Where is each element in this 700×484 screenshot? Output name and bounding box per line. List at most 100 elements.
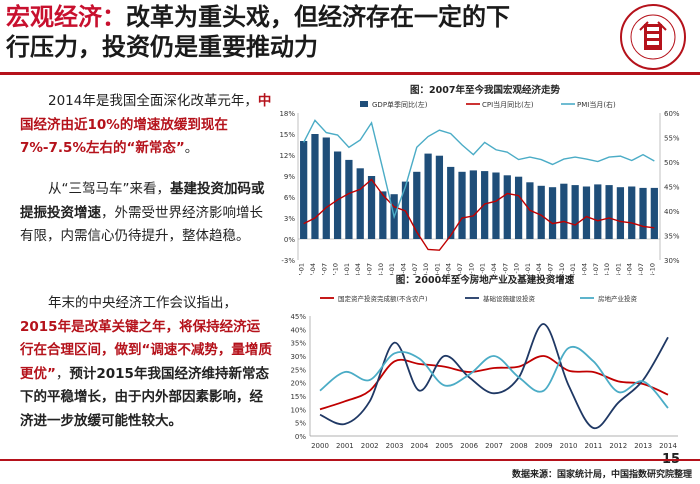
gdp-bar [481,171,489,239]
x-tick: 2006 [460,442,478,450]
y-left-tick: 18% [279,110,295,118]
x-tick: 14-01 [614,263,622,275]
gdp-bar [311,134,319,239]
x-tick: 2010 [560,442,578,450]
x-tick: 2009 [535,442,553,450]
x-tick: 2001 [336,442,354,450]
x-tick: 14-04 [626,263,634,275]
gdp-bar [379,191,387,239]
fixed-asset-line [319,355,669,411]
gdp-bar [605,185,613,239]
y-left-tick: 12% [279,152,295,160]
title-divider [0,72,700,75]
slide-title: 宏观经济：改革为重头戏，但经济存在一定的下 行压力，投资仍是重要推动力 [6,2,606,62]
x-tick: 11-01 [479,263,487,275]
macro-economy-chart: -3% 0% 3% 6% 9% 12% 15% 18% 30% 35% 40% 45% 50% 55% 60… [279,100,680,275]
y-tick: 40% [290,326,306,334]
x-tick: 12-04 [535,263,543,275]
y-right-tick: 50% [664,159,680,167]
x-tick: 2014 [659,442,677,450]
gdp-bar [628,186,636,239]
x-tick: 2011 [585,442,603,450]
y-left-tick: 6% [284,194,295,202]
x-tick: 2007 [485,442,503,450]
x-tick: 2013 [634,442,652,450]
x-tick: 2005 [435,442,453,450]
x-tick: 08-01 [343,263,351,275]
x-tick: 14-10 [648,263,656,275]
gdp-bar [594,184,602,239]
y-right-tick: 35% [664,233,680,241]
title-rest: 改革为重头戏，但经济存在一定的下 [126,3,510,31]
p1-highlight: 中国经济由近10%的增速放缓到现在7%-7.5%左右的“新常态” [20,93,272,156]
y-left-tick: 9% [284,173,295,181]
x-tick: 10-07 [456,263,464,275]
p3-text-c: ， [55,365,70,382]
y-right-tick: 45% [664,184,680,192]
p3-bold: 预计2015年我国经济维持新常态下的平稳增长，由于内外部因素影响，经济进一步放缓… [20,365,269,429]
gdp-bar [514,176,523,239]
gdp-bar [413,171,421,239]
x-tick: 08-04 [354,263,362,275]
x-tick: 13-04 [580,263,588,275]
legend-label: CPI当月同比(左) [482,100,534,109]
legend-label: 国定资产投资完成额(不含农户) [338,294,428,303]
p2-bold: 基建投资加码或提振投资增速 [20,181,265,221]
gdp-bar [447,166,455,239]
x-tick: 07-10 [332,263,340,275]
gdp-bar [582,186,591,239]
x-tick: 2003 [386,442,404,450]
gdp-bar [356,168,364,239]
legend-label: PMI当月(右) [577,100,616,109]
x-tick: 12-10 [558,263,566,275]
p2-text-c: ，外需受世界经济影响增长有限，内需信心仍待提升，整体趋稳。 [20,204,263,245]
legend-label: 基础设施建设投资 [483,294,536,303]
x-tick: 10-01 [433,263,441,275]
x-tick: 07-07 [320,263,328,275]
y-tick: 25% [290,366,306,374]
paragraph-3: 年末的中央经济工作会议指出， 2015年是改革关键之年，将保持经济运行在合理区间，… [20,292,272,433]
gdp-bar [650,187,658,239]
gdp-bar [469,170,477,239]
gdp-bar [424,153,432,239]
gdp-bar [571,185,579,239]
y-left-tick: 15% [279,131,295,139]
gdp-bar [367,176,376,239]
china-index-academy-logo [620,4,686,70]
x-tick: 2008 [510,442,528,450]
gdp-bar [548,187,557,239]
p2-text-a: 从“三驾马车”来看， [48,181,170,197]
p3-highlight: 2015年是改革关键之年，将保持经济运行在合理区间，做到“调速不减势，量增质更优… [20,318,272,382]
x-tick: 11-10 [513,263,521,275]
legend-label: GDP单季同比(左) [372,100,428,109]
y-right-tick: 55% [664,135,680,143]
chart1-title: 图：2007年至今我国宏观经济走势 [410,85,560,96]
legend-swatch [360,101,368,107]
y-tick: 0% [295,433,306,441]
x-tick: 12-07 [547,263,555,275]
real-estate-line [319,345,669,409]
y-right-tick: 40% [664,208,680,216]
y-tick: 10% [290,406,306,414]
gdp-bar [322,137,330,239]
x-tick: 09-01 [388,263,396,275]
title-prefix: 宏观经济： [6,3,126,31]
x-tick: 2002 [361,442,379,450]
x-tick: 2000 [311,442,329,450]
gdp-bar [639,187,647,239]
gdp-bar [435,155,444,239]
x-tick: 08-07 [366,263,374,275]
x-tick: 08-10 [377,263,385,275]
x-tick: 09-04 [399,263,407,275]
gdp-bar [537,185,545,239]
pmi-line [303,119,655,220]
x-tick: 09-10 [422,263,430,275]
x-tick: 13-07 [592,263,600,275]
cpi-line [303,178,655,251]
y-left-tick: 3% [284,215,295,223]
paragraph-1: 2014年是我国全面深化改革元年，中国经济由近10%的增速放缓到现在7%-7.5… [20,90,272,161]
y-tick: 30% [290,353,306,361]
x-tick: 2012 [609,442,627,450]
x-tick: 10-04 [445,263,453,275]
gdp-bar [503,175,511,239]
